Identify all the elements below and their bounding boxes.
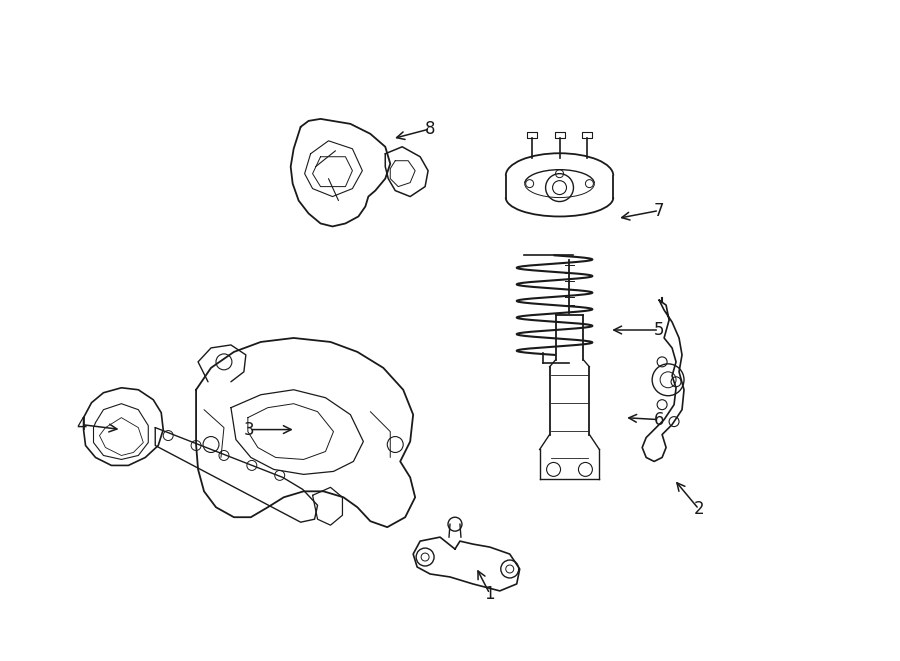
Text: 3: 3 bbox=[244, 420, 254, 439]
Text: 8: 8 bbox=[425, 120, 436, 138]
Text: 5: 5 bbox=[654, 321, 664, 339]
Text: 2: 2 bbox=[694, 500, 705, 518]
Text: 1: 1 bbox=[484, 585, 495, 603]
Text: 4: 4 bbox=[76, 416, 86, 434]
Text: 7: 7 bbox=[654, 202, 664, 219]
Text: 6: 6 bbox=[654, 410, 664, 428]
